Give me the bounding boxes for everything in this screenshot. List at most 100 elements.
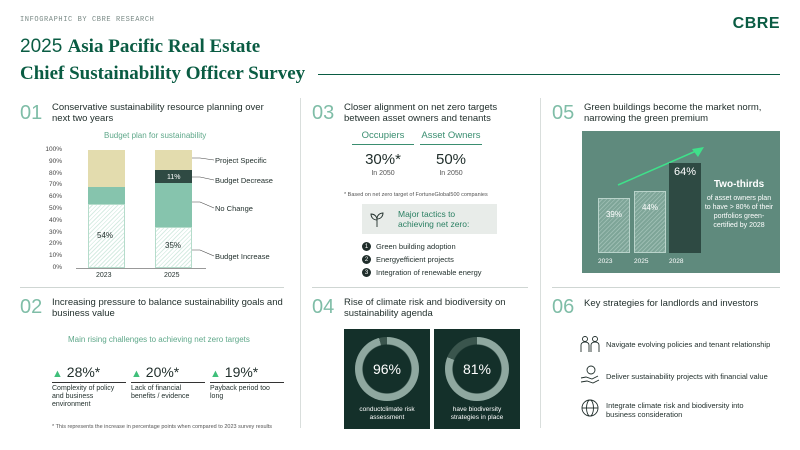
header-tag: INFOGRAPHIC BY CBRE RESEARCH [20, 16, 155, 24]
challenge-1: ▲ 28%* Complexity of policy and business… [52, 364, 126, 409]
section-06-number: 06 [552, 296, 575, 318]
title-text: Asia Pacific Real Estate [67, 36, 261, 57]
hand-coin-icon [580, 365, 600, 384]
challenge-3-value: 19%* [224, 364, 259, 380]
section-04-title: Rise of climate risk and biodiversity on… [344, 297, 506, 319]
bar-2023-label: 54% [97, 231, 114, 240]
tactic-1-badge: 1 [362, 242, 371, 251]
legend-connectors [192, 157, 215, 257]
bar-2025-budget-decrease [155, 170, 192, 183]
occupiers-value: 30%* [365, 151, 401, 168]
challenge-2-value: 20%* [145, 364, 180, 380]
divider-v1 [300, 98, 301, 428]
climate-risk-value: 96% [372, 361, 402, 377]
bar-2025-label: 35% [165, 241, 182, 250]
challenge-2-value-row: ▲ 20%* [131, 364, 205, 380]
tactic-3-text: Integration of renewable energy [376, 268, 482, 277]
bar-2023-budget-increase [88, 204, 125, 268]
tactic-2-badge: 2 [362, 255, 371, 264]
asset-owners-sub: In 2050 [439, 170, 463, 177]
certified-bar-label-2025: 44% [641, 203, 658, 213]
bar-2025-no-change [155, 183, 192, 227]
section-01-title: Conservative sustainability resource pla… [52, 102, 264, 124]
certified-bar-2028 [669, 163, 701, 253]
bar-2023-no-change [88, 186, 125, 205]
y-tick-label: 40% [48, 216, 62, 224]
challenge-2-label: Lack of financial benefits / evidence [131, 382, 205, 401]
legend-budget-decrease: Budget Decrease [215, 176, 273, 185]
strategy-1-text: Navigate evolving policies and tenant re… [606, 340, 771, 349]
y-tick-label: 30% [48, 228, 62, 236]
cbre-logo: CBRE [732, 15, 780, 32]
page-title-line2: Chief Sustainability Officer Survey [20, 63, 306, 84]
biodiversity-card: 81% have biodiversity strategies in plac… [434, 329, 520, 429]
chart-title: Budget plan for sustainability [104, 131, 207, 140]
asset-owners-value: 50% [435, 151, 467, 168]
challenge-3-label: Payback period too long [210, 382, 284, 401]
bar-2025-decrease-label: 11% [167, 173, 181, 181]
legend-no-change: No Change [215, 204, 253, 213]
header-rule [318, 74, 780, 75]
y-axis-labels: 100% 90% 80% 70% 60% 50% 40% 30% 20% 10% 0% [40, 145, 70, 275]
y-tick-label: 80% [48, 169, 62, 177]
challenge-1-value: 28%* [66, 364, 101, 380]
certified-bar-2025 [634, 191, 666, 253]
x-axis-line [76, 268, 206, 269]
strategy-2-text: Deliver sustainability projects with fin… [606, 372, 768, 381]
legend-project-specific: Project Specific [215, 156, 267, 165]
occupiers-sub: In 2050 [371, 170, 395, 177]
challenge-1-label: Complexity of policy and business enviro… [52, 382, 126, 409]
certified-bar-label-2028: 64% [673, 166, 697, 179]
challenge-3: ▲ 19%* Payback period too long [210, 364, 284, 401]
section-02-footnote: * This represents the increase in percen… [52, 424, 273, 430]
up-triangle-icon: ▲ [131, 368, 142, 380]
divider-h3 [552, 287, 780, 288]
climate-risk-card: 96% conductclimate risk assessment [344, 329, 430, 429]
section-04-number: 04 [312, 296, 335, 318]
bar-year-2025: 2025 [634, 258, 649, 265]
section-05-number: 05 [552, 102, 575, 124]
bar-2025: 11% 35% [155, 150, 192, 268]
bar-2025-project-specific [155, 150, 192, 170]
title-year: 2025 [20, 36, 63, 57]
occupiers-col: Occupiers 30%* In 2050 [352, 130, 414, 177]
y-tick-label: 70% [48, 181, 62, 189]
bar-year-2028: 2028 [669, 258, 684, 265]
section-05-title: Green buildings become the market norm, … [584, 102, 762, 124]
section-06-title: Key strategies for landlords and investo… [584, 298, 759, 309]
x-tick-2023: 2023 [96, 272, 112, 279]
biodiversity-donut [445, 337, 509, 401]
biodiversity-label: have biodiversity strategies in place [450, 406, 504, 421]
globe-icon [581, 399, 599, 417]
y-tick-label: 60% [48, 193, 62, 201]
certified-bar-2023 [598, 198, 630, 253]
green-buildings-panel: 39% 44% 64% 2023 2025 2028 Two-thirds of a… [582, 131, 780, 273]
two-thirds-headline: Two-thirds [713, 179, 765, 190]
tactic-3: 3 Integration of renewable energy [362, 266, 482, 279]
up-triangle-icon: ▲ [210, 368, 221, 380]
legend-budget-increase: Budget Increase [215, 252, 270, 261]
tactics-box: Major tactics to achieving net zero: [362, 204, 497, 234]
climate-risk-donut [355, 337, 419, 401]
divider-v2 [540, 98, 541, 428]
bar-2023: 54% [88, 150, 125, 268]
y-tick-label: 50% [48, 205, 62, 212]
section-02-number: 02 [20, 296, 43, 318]
y-tick-label: 100% [45, 146, 62, 153]
tactic-2: 2 Energyefficient projects [362, 253, 482, 266]
certified-bar-label-2023: 39% [605, 210, 622, 220]
asset-owners-col: Asset Owners 50% In 2050 [420, 130, 482, 177]
y-tick-label: 20% [48, 240, 62, 248]
divider-h2 [312, 287, 528, 288]
section-03-footnote: * Based on net zero target of FortuneGlo… [344, 192, 488, 198]
asset-owners-head: Asset Owners [420, 130, 482, 145]
biodiversity-value: 81% [462, 361, 492, 377]
bar-2025-budget-increase [155, 226, 192, 268]
y-tick-label: 10% [48, 252, 62, 260]
tactic-3-badge: 3 [362, 268, 371, 277]
x-tick-2025: 2025 [164, 272, 180, 279]
bar-year-2023: 2023 [598, 258, 613, 265]
challenge-3-value-row: ▲ 19%* [210, 364, 284, 380]
strategy-3-text: Integrate climate risk and biodiversity … [606, 401, 744, 419]
y-tick-label: 90% [48, 157, 62, 165]
